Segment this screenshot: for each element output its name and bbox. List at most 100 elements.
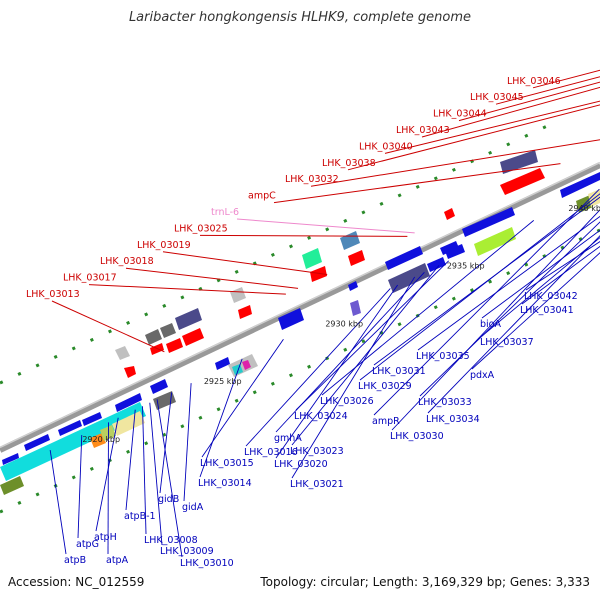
gene-label-bottom[interactable]: atpH	[94, 532, 117, 543]
map-title: Laribacter hongkongensis HLHK9, complete…	[128, 10, 472, 25]
gene-label-bottom[interactable]: LHK_03024	[294, 411, 348, 422]
gene-label-bottom[interactable]: LHK_03042	[524, 291, 578, 302]
tick-label: 2920 kbp	[82, 435, 120, 444]
gene-label-bottom[interactable]: LHK_03023	[290, 446, 344, 457]
gene-label-bottom[interactable]: LHK_03015	[200, 458, 254, 469]
gene	[440, 241, 459, 255]
gene-label-top[interactable]: LHK_03013	[26, 289, 80, 300]
tick-label: 2930 kbp	[325, 319, 363, 328]
gene	[150, 379, 168, 394]
gene-label-bottom[interactable]: LHK_03030	[390, 431, 444, 442]
bottom-gene-labels[interactable]: atpB atpAatpGatpHLHK_03010LHK_03009LHK_03…	[64, 291, 578, 569]
gene	[232, 364, 243, 375]
gene-label-bottom[interactable]: LHK_03009	[160, 546, 214, 557]
gene-label-bottom[interactable]: atpA	[106, 555, 129, 566]
gene-label-bottom[interactable]: LHK_03031	[372, 366, 426, 377]
gene-label-top[interactable]: LHK_03032	[285, 174, 339, 185]
gene-label-bottom[interactable]: gidA	[182, 502, 204, 513]
gene	[24, 434, 50, 451]
gene-label-bottom[interactable]: LHK_03035	[416, 351, 470, 362]
label-leader-lines	[49, 69, 600, 558]
gene-label-top[interactable]: LHK_03018	[100, 256, 154, 267]
gene	[230, 287, 246, 303]
gene	[175, 308, 202, 330]
gene	[82, 412, 102, 426]
gene	[160, 323, 176, 338]
top-gene-labels[interactable]: LHK_03013 LHK_03017 LHK_03018 LHK_03019 LHK_…	[26, 76, 561, 300]
gene-label-bottom[interactable]: LHK_03010	[180, 558, 234, 569]
gene-label-bottom[interactable]: LHK_03021	[290, 479, 344, 490]
gene-label-bottom[interactable]: LHK_03026	[320, 396, 374, 407]
gene-label-bottom[interactable]: atpB	[64, 555, 86, 566]
gene-label-top[interactable]: LHK_03046	[507, 76, 561, 87]
gene	[115, 393, 142, 412]
gene	[0, 402, 146, 481]
gene	[340, 231, 360, 250]
tick-label: 2925 kbp	[204, 377, 242, 386]
gene-label-bottom[interactable]: LHK_03034	[426, 414, 480, 425]
gene-label-bottom[interactable]: LHK_03016	[244, 447, 298, 458]
gene	[462, 207, 515, 237]
gene	[58, 420, 82, 436]
gene	[427, 257, 446, 272]
tick-labels: 2920 kbp 2925 kbp 2930 kbp 2935 kbp 2940 kbp…	[82, 204, 600, 444]
gene	[310, 266, 327, 282]
gene	[182, 328, 204, 346]
gene-label-bottom[interactable]: atpG	[76, 539, 99, 550]
gene-label-top[interactable]: LHK_03019	[137, 240, 191, 251]
gene-label-top[interactable]: LHK_03025	[174, 223, 228, 234]
gene-label-bottom[interactable]: LHK_03029	[358, 381, 412, 392]
gene	[115, 346, 130, 360]
gene-label-top[interactable]: LHK_03038	[322, 158, 376, 169]
gene	[302, 248, 322, 269]
accession-text: Accession: NC_012559	[8, 575, 145, 589]
gene	[215, 357, 230, 370]
gene-label-top[interactable]: LHK_03043	[396, 125, 450, 136]
gene	[153, 391, 176, 410]
gene	[2, 453, 19, 465]
gene-label-bottom[interactable]: bioA	[480, 319, 501, 330]
gene-label-top[interactable]: ampC	[248, 191, 276, 202]
gene	[0, 476, 24, 495]
gene	[100, 425, 116, 441]
gene	[124, 366, 136, 378]
gene-label-top[interactable]: LHK_03044	[433, 109, 487, 120]
gene	[388, 263, 430, 293]
gene-label-bottom[interactable]: LHK_03008	[144, 535, 198, 546]
reverse-strand-genes	[115, 150, 545, 378]
tick-label: 2935 kbp	[447, 262, 485, 271]
gene-label-bottom[interactable]: pdxA	[470, 370, 495, 381]
gene-label-top[interactable]: LHK_03040	[359, 141, 413, 152]
gene	[242, 360, 251, 370]
gene	[444, 208, 455, 220]
gene-label-bottom[interactable]: atpB-1	[124, 511, 156, 522]
gene	[238, 305, 252, 319]
gene-label-top[interactable]: trnL-6	[211, 207, 239, 218]
gene-label-bottom[interactable]: LHK_03037	[480, 337, 534, 348]
gene-label-bottom[interactable]: LHK_03041	[520, 305, 574, 316]
gene-label-bottom[interactable]: LHK_03020	[274, 459, 328, 470]
gene	[228, 354, 258, 377]
gene-label-bottom[interactable]: LHK_03014	[198, 478, 252, 489]
gene-label-top[interactable]: LHK_03017	[63, 273, 117, 284]
gene	[350, 300, 361, 316]
tick-label: 2940 kbp	[568, 204, 600, 213]
gene-label-top[interactable]: LHK_03045	[470, 92, 524, 103]
gene	[385, 246, 423, 270]
gene	[166, 338, 183, 353]
gene	[90, 433, 106, 448]
gene	[560, 172, 600, 198]
gene	[500, 168, 545, 195]
gene-label-bottom[interactable]: LHK_03033	[418, 397, 472, 408]
gene-label-bottom[interactable]: ampR	[372, 416, 400, 427]
genome-summary-text: Topology: circular; Length: 3,169,329 bp…	[260, 575, 590, 589]
gene	[112, 411, 145, 436]
gene	[278, 308, 304, 330]
gene	[474, 227, 516, 256]
gene-label-bottom[interactable]: gidB	[158, 494, 179, 505]
gene	[145, 329, 162, 345]
gene	[348, 281, 358, 291]
gene	[348, 250, 365, 266]
gene-label-bottom[interactable]: gmhA	[274, 433, 302, 444]
